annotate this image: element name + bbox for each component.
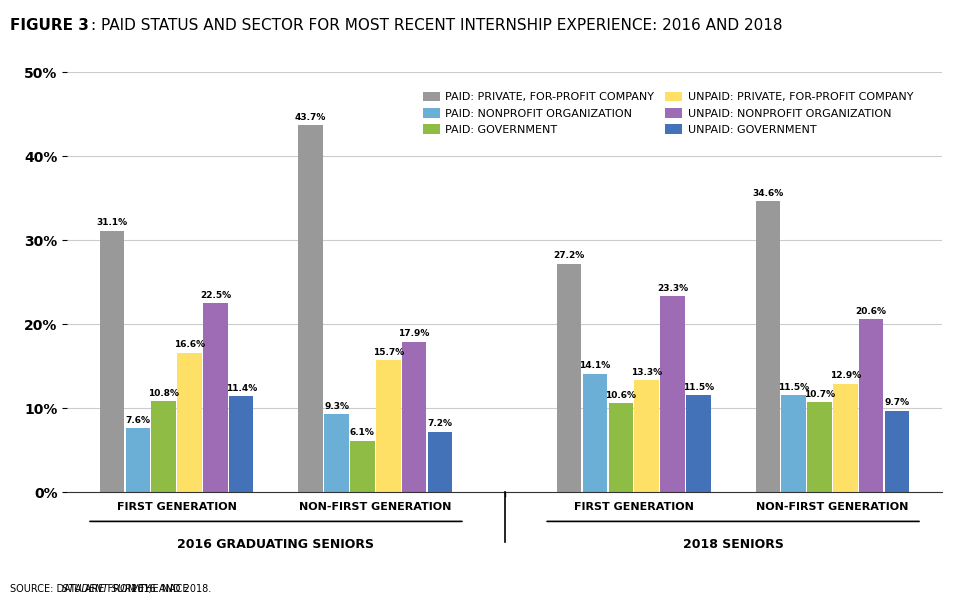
- Text: 2016 GRADUATING SENIORS: 2016 GRADUATING SENIORS: [178, 538, 375, 551]
- Text: 6.1%: 6.1%: [350, 428, 375, 437]
- Bar: [402, 341, 427, 492]
- Bar: [229, 396, 254, 492]
- Legend: PAID: PRIVATE, FOR-PROFIT COMPANY, PAID: NONPROFIT ORGANIZATION, PAID: GOVERNMEN: PAID: PRIVATE, FOR-PROFIT COMPANY, PAID:…: [418, 86, 919, 140]
- Text: 9.3%: 9.3%: [324, 401, 349, 410]
- Text: 11.5%: 11.5%: [778, 383, 809, 392]
- Bar: [807, 402, 832, 492]
- Bar: [324, 414, 349, 492]
- Text: 11.4%: 11.4%: [226, 384, 257, 393]
- Text: 7.6%: 7.6%: [125, 416, 150, 425]
- Text: : PAID STATUS AND SECTOR FOR MOST RECENT INTERNSHIP EXPERIENCE: 2016 AND 2018: : PAID STATUS AND SECTOR FOR MOST RECENT…: [91, 18, 783, 33]
- Bar: [634, 380, 659, 492]
- Bar: [859, 319, 883, 492]
- Text: 2018 SENIORS: 2018 SENIORS: [682, 538, 783, 551]
- Text: 12.9%: 12.9%: [829, 371, 861, 380]
- Text: 9.7%: 9.7%: [884, 398, 910, 407]
- Bar: [100, 231, 124, 492]
- Bar: [152, 401, 176, 492]
- Text: 10.7%: 10.7%: [804, 390, 835, 399]
- Bar: [299, 125, 323, 492]
- Bar: [350, 441, 375, 492]
- Text: SOURCE: DATA ARE FROM THE NACE: SOURCE: DATA ARE FROM THE NACE: [10, 584, 191, 594]
- Text: 14.1%: 14.1%: [579, 361, 610, 370]
- Text: 7.2%: 7.2%: [428, 419, 453, 428]
- Text: 2016 AND 2018.: 2016 AND 2018.: [128, 584, 211, 594]
- Text: 10.6%: 10.6%: [605, 391, 636, 400]
- Text: 11.5%: 11.5%: [682, 383, 714, 392]
- Text: 23.3%: 23.3%: [657, 284, 688, 293]
- Text: 43.7%: 43.7%: [295, 113, 327, 122]
- Text: 17.9%: 17.9%: [399, 329, 430, 338]
- Text: 16.6%: 16.6%: [174, 340, 205, 349]
- Bar: [833, 383, 857, 492]
- Bar: [177, 353, 202, 492]
- Bar: [126, 428, 150, 492]
- Bar: [376, 360, 401, 492]
- Text: 22.5%: 22.5%: [200, 290, 231, 299]
- Bar: [660, 296, 685, 492]
- Text: STUDENT SURVEY,: STUDENT SURVEY,: [62, 584, 153, 594]
- Bar: [755, 202, 780, 492]
- Bar: [582, 374, 607, 492]
- Bar: [781, 395, 806, 492]
- Text: 27.2%: 27.2%: [554, 251, 584, 260]
- Bar: [556, 263, 581, 492]
- Text: 34.6%: 34.6%: [752, 189, 783, 198]
- Text: 31.1%: 31.1%: [96, 218, 128, 227]
- Bar: [608, 403, 633, 492]
- Text: 13.3%: 13.3%: [631, 368, 662, 377]
- Bar: [885, 410, 909, 492]
- Text: 15.7%: 15.7%: [373, 348, 404, 357]
- Text: FIGURE 3: FIGURE 3: [10, 18, 88, 33]
- Bar: [203, 303, 228, 492]
- Bar: [686, 395, 710, 492]
- Text: 20.6%: 20.6%: [855, 307, 887, 316]
- Bar: [428, 431, 453, 492]
- Text: 10.8%: 10.8%: [148, 389, 179, 398]
